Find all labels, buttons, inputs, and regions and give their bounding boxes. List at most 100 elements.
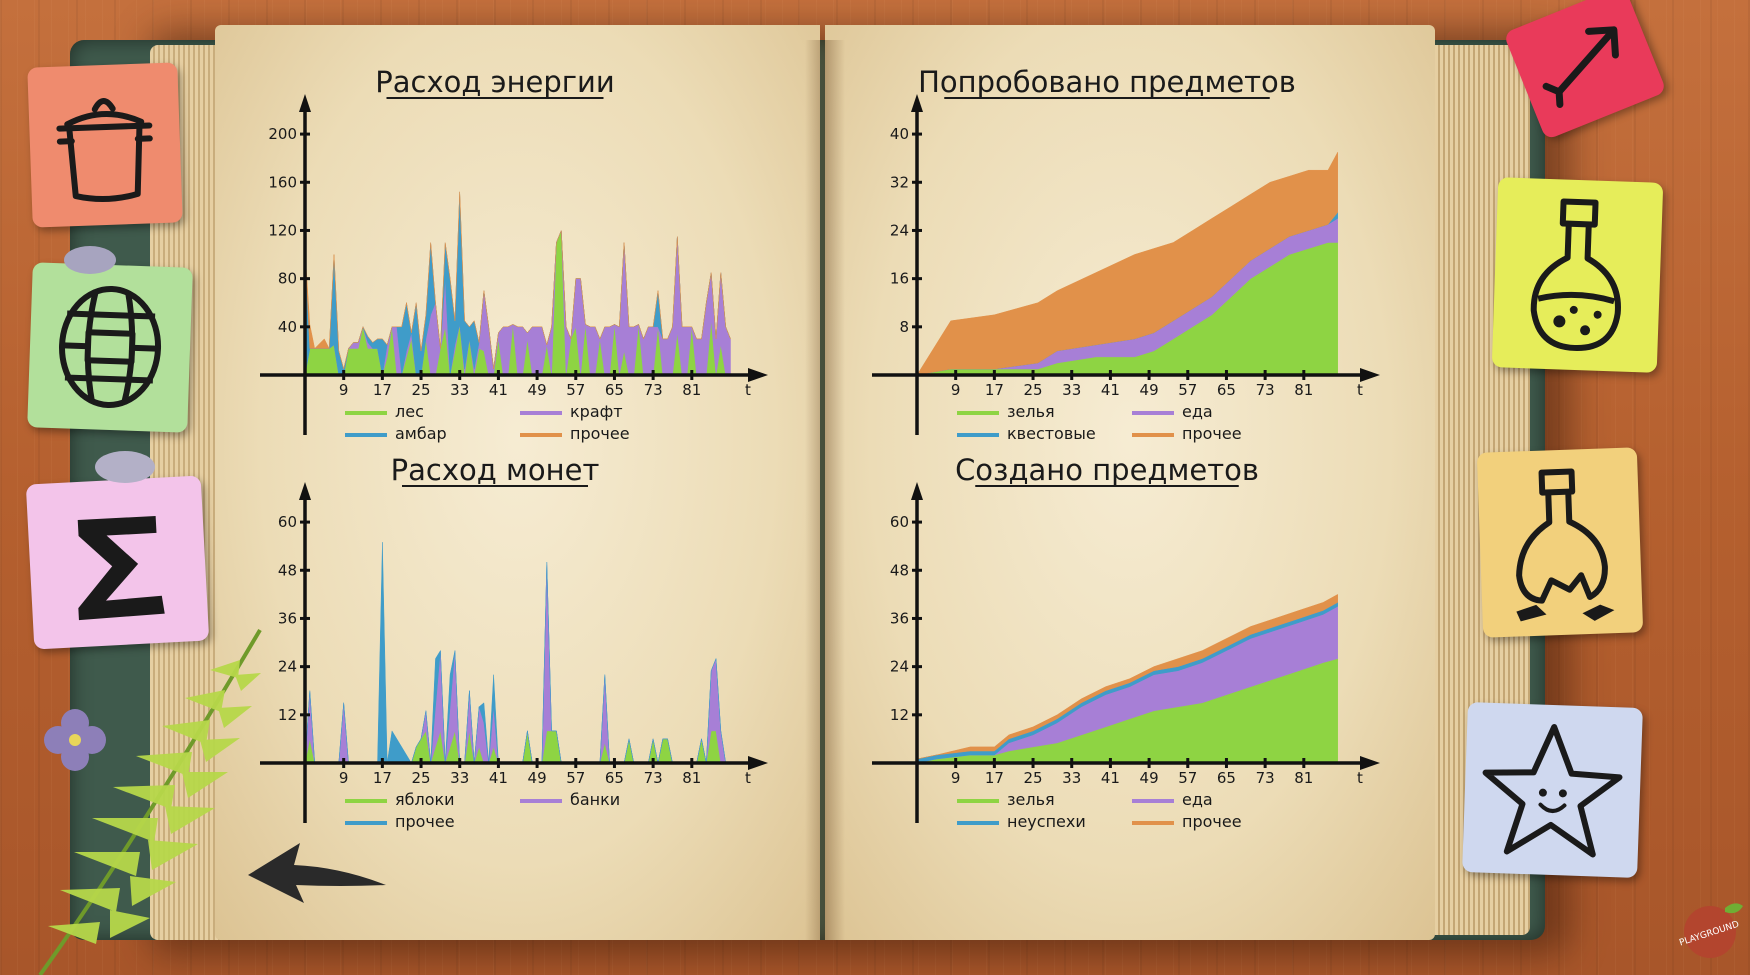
- area-прочее: [304, 542, 726, 764]
- x-axis-arrowhead: [748, 368, 768, 382]
- legend-label: прочее: [1182, 812, 1242, 831]
- chart-title: Расход монет: [391, 453, 600, 487]
- tab-summary[interactable]: [25, 475, 210, 650]
- chart-coins-svg: Расход монет 9 17 25 33 41 49 57 65 73 81 t 12 24 36 48…: [260, 453, 768, 831]
- x-axis-label: t: [745, 381, 751, 399]
- arrow-icon: [1542, 26, 1619, 108]
- legend-swatch: [957, 821, 999, 825]
- legend-swatch: [1132, 433, 1174, 437]
- x-tick-label: 49: [1140, 381, 1159, 399]
- x-tick-label: 57: [1178, 381, 1197, 399]
- chart-items-created: Создано предметов 9 17 25 33 41 49 57 65 73 81 t 12 2…: [862, 453, 1402, 843]
- playground-logo: PLAYGROUND: [1678, 903, 1743, 958]
- y-tick-label: 12: [890, 706, 909, 724]
- potion-flask-icon: [1530, 198, 1621, 351]
- x-tick-label: 33: [1062, 381, 1081, 399]
- barrel-icon: [59, 286, 162, 408]
- x-tick-label: 65: [605, 769, 624, 787]
- x-tick-label: 81: [1294, 769, 1313, 787]
- legend-swatch: [957, 433, 999, 437]
- chart-coins: Расход монет 9 17 25 33 41 49 57 65 73 81 t 12 24 36 48…: [250, 453, 790, 843]
- legend-swatch: [957, 799, 999, 803]
- x-tick-label: 33: [450, 381, 469, 399]
- y-tick-label: 16: [890, 270, 909, 288]
- legend-label: лес: [395, 402, 424, 421]
- area-прочее: [916, 593, 1338, 760]
- legend-label: яблоки: [395, 790, 455, 809]
- back-arrow-button[interactable]: [240, 835, 390, 905]
- legend-label: амбар: [395, 424, 447, 443]
- tab-next-page[interactable]: [1503, 0, 1667, 141]
- y-tick-label: 120: [268, 221, 297, 239]
- y-tick-label: 12: [278, 706, 297, 724]
- x-tick-label: 57: [1178, 769, 1197, 787]
- petal-decoration-2: [95, 451, 155, 483]
- chart-title: Расход энергии: [375, 65, 614, 99]
- x-tick-label: 33: [1062, 769, 1081, 787]
- x-tick-label: 41: [489, 381, 508, 399]
- legend-swatch: [520, 411, 562, 415]
- x-tick-label: 17: [985, 769, 1004, 787]
- x-tick-label: 81: [682, 769, 701, 787]
- x-tick-label: 65: [605, 381, 624, 399]
- legend-swatch: [1132, 411, 1174, 415]
- x-tick-label: 57: [566, 381, 585, 399]
- legend-label: прочее: [1182, 424, 1242, 443]
- x-tick-label: 49: [528, 769, 547, 787]
- x-tick-label: 9: [339, 769, 349, 787]
- x-tick-label: 81: [682, 381, 701, 399]
- y-tick-label: 8: [899, 318, 909, 336]
- y-tick-label: 60: [890, 513, 909, 531]
- legend-label: неуспехи: [1007, 812, 1086, 831]
- pot-icon: [56, 98, 153, 202]
- petal-decoration: [64, 246, 116, 274]
- y-tick-label: 24: [890, 221, 909, 239]
- tab-storage[interactable]: [27, 262, 193, 433]
- y-tick-label: 80: [278, 270, 297, 288]
- x-tick-label: 73: [1256, 769, 1275, 787]
- legend-swatch: [345, 799, 387, 803]
- x-tick-label: 41: [1101, 381, 1120, 399]
- legend-swatch: [1132, 821, 1174, 825]
- x-tick-label: 73: [644, 769, 663, 787]
- x-tick-label: 9: [339, 381, 349, 399]
- legend-swatch: [345, 411, 387, 415]
- legend-label: крафт: [570, 402, 623, 421]
- x-tick-label: 25: [411, 381, 430, 399]
- x-tick-label: 65: [1217, 381, 1236, 399]
- y-axis-arrowhead: [911, 482, 923, 500]
- star-face-icon: [1482, 724, 1623, 858]
- y-tick-label: 160: [268, 173, 297, 191]
- chart-items-created-svg: Создано предметов 9 17 25 33 41 49 57 65 73 81 t 12 2…: [872, 453, 1380, 831]
- tab-achievements[interactable]: [1462, 701, 1643, 879]
- y-tick-label: 36: [278, 609, 297, 627]
- x-tick-label: 9: [951, 769, 961, 787]
- legend-swatch: [957, 411, 999, 415]
- x-tick-label: 73: [644, 381, 663, 399]
- area-яблоки: [304, 730, 726, 764]
- y-tick-label: 24: [278, 658, 297, 676]
- tab-potions[interactable]: [1491, 177, 1664, 373]
- x-tick-label: 41: [489, 769, 508, 787]
- area-прочее: [916, 152, 1338, 376]
- x-tick-label: 49: [528, 381, 547, 399]
- tab-cooking[interactable]: [27, 62, 183, 228]
- x-axis-label: t: [1357, 381, 1363, 399]
- y-tick-label: 36: [890, 609, 909, 627]
- y-tick-label: 48: [278, 561, 297, 579]
- chart-title: Создано предметов: [955, 453, 1259, 487]
- legend-swatch: [345, 433, 387, 437]
- y-tick-label: 60: [278, 513, 297, 531]
- y-axis-arrowhead: [911, 94, 923, 112]
- legend-label: зелья: [1007, 790, 1055, 809]
- flower-decoration: [44, 709, 106, 771]
- tab-broken-potions[interactable]: [1476, 447, 1644, 638]
- y-tick-label: 32: [890, 173, 909, 191]
- y-axis-arrowhead: [299, 482, 311, 500]
- y-tick-label: 48: [890, 561, 909, 579]
- book-spine: [805, 40, 845, 940]
- legend-label: прочее: [395, 812, 455, 831]
- legend-label: еда: [1182, 402, 1213, 421]
- x-tick-label: 73: [1256, 381, 1275, 399]
